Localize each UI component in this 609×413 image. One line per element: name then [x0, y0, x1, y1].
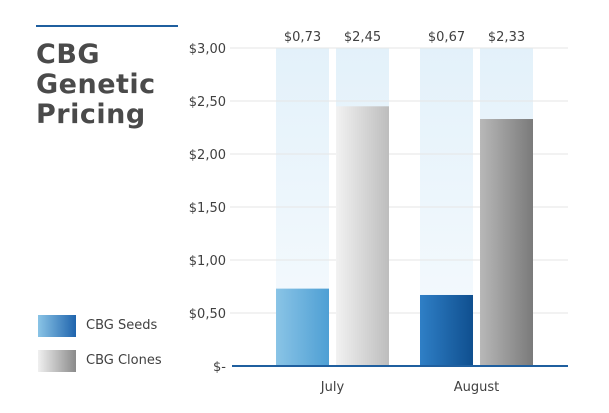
legend-label-clones: CBG Clones	[86, 353, 162, 368]
bar-cbg-seeds-july	[276, 288, 329, 366]
legend-swatch-clones	[38, 350, 76, 372]
bar-cbg-clones-july	[336, 106, 389, 367]
x-category-label: July	[320, 380, 345, 395]
title-rule	[36, 25, 178, 27]
y-tick-label: $1,00	[189, 254, 226, 269]
y-tick-label: $2,50	[189, 95, 226, 110]
chart-title-line: Pricing	[36, 99, 146, 130]
y-tick-label: $-	[213, 360, 226, 375]
y-tick-label: $1,50	[189, 201, 226, 216]
chart-title-line: Genetic	[36, 69, 156, 100]
chart-title: CBG Genetic Pricing	[36, 40, 186, 130]
bar-cbg-clones-august	[480, 119, 533, 367]
chart-title-line: CBG	[36, 39, 101, 70]
bar-cbg-seeds-august	[420, 294, 473, 366]
x-category-label: August	[454, 380, 500, 395]
legend-swatch-seeds	[38, 315, 76, 337]
legend-item-clones: CBG Clones	[38, 350, 198, 372]
y-tick-label: $0,50	[189, 307, 226, 322]
legend-label-seeds: CBG Seeds	[86, 318, 158, 333]
data-label: $2,45	[344, 30, 381, 45]
y-tick-label: $2,00	[189, 148, 226, 163]
data-label: $0,73	[284, 30, 321, 45]
y-tick-label: $3,00	[189, 42, 226, 57]
data-label: $2,33	[488, 30, 525, 45]
legend-item-seeds: CBG Seeds	[38, 315, 198, 337]
data-label: $0,67	[428, 30, 465, 45]
